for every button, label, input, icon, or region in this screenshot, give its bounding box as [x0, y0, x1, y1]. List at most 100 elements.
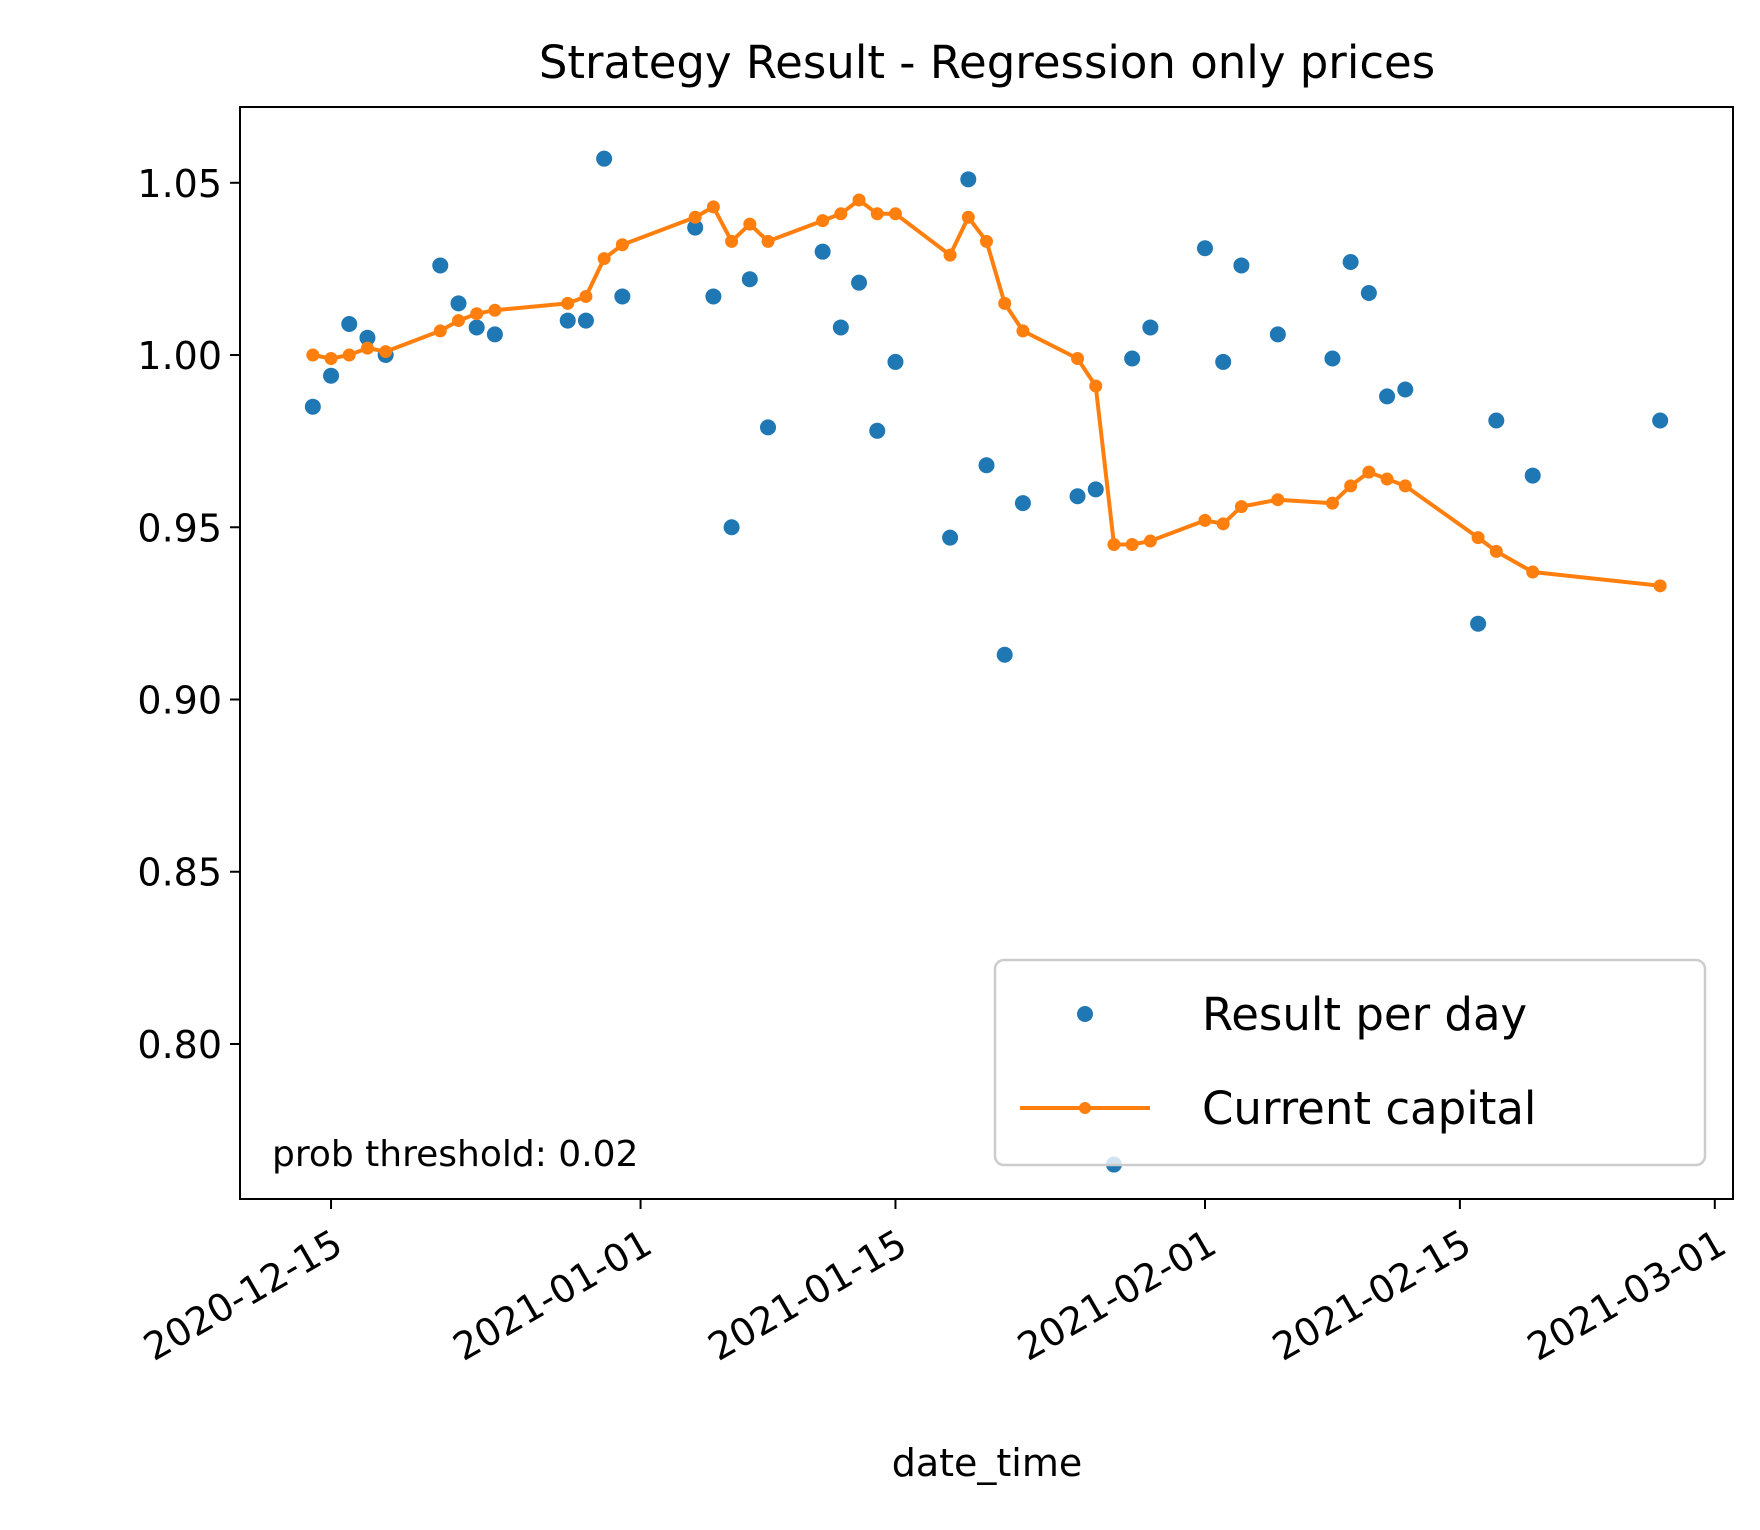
capital-point — [360, 341, 374, 355]
capital-point — [342, 348, 356, 362]
result-point — [1488, 412, 1505, 429]
result-point — [323, 367, 340, 384]
result-point — [1652, 412, 1669, 429]
capital-point — [1234, 500, 1248, 514]
capital-point — [1471, 531, 1485, 545]
result-point — [978, 457, 995, 474]
capital-point — [743, 217, 757, 231]
capital-point — [615, 238, 629, 252]
result-point — [1069, 488, 1086, 505]
capital-point — [1071, 351, 1085, 365]
y-tick-label: 1.00 — [137, 334, 222, 378]
result-point — [1014, 495, 1031, 512]
result-point — [577, 312, 594, 329]
result-point — [942, 529, 959, 546]
result-point — [486, 326, 503, 343]
legend-box — [993, 958, 1707, 1167]
capital-point — [1125, 537, 1139, 551]
capital-point — [961, 210, 975, 224]
result-point — [741, 271, 758, 288]
capital-line — [312, 198, 1661, 588]
result-point — [304, 398, 321, 415]
result-point — [760, 419, 777, 436]
result-point — [996, 646, 1013, 663]
capital-point — [998, 296, 1012, 310]
result-point — [1124, 350, 1141, 367]
result-point — [869, 422, 886, 439]
capital-point — [1089, 379, 1103, 393]
capital-point — [761, 234, 775, 248]
capital-point — [433, 324, 447, 338]
capital-point — [451, 314, 465, 328]
capital-point — [1016, 324, 1030, 338]
capital-point — [488, 303, 502, 317]
capital-point — [1380, 472, 1394, 486]
capital-point — [1653, 579, 1667, 593]
result-point — [814, 243, 831, 260]
capital-point — [852, 193, 866, 207]
result-point — [559, 312, 576, 329]
capital-point — [1143, 534, 1157, 548]
result-point — [614, 288, 631, 305]
result-point — [341, 316, 358, 333]
series-1 — [306, 193, 1667, 593]
capital-point — [888, 207, 902, 221]
result-point — [468, 319, 485, 336]
capital-point — [943, 248, 957, 262]
result-point — [1379, 388, 1396, 405]
result-point — [1269, 326, 1286, 343]
plot-frame — [239, 106, 1734, 1200]
capital-point — [725, 234, 739, 248]
capital-point — [324, 351, 338, 365]
capital-point — [980, 234, 993, 248]
capital-point — [470, 307, 484, 321]
legend: Result per day Current capital — [993, 958, 1707, 1167]
result-point — [832, 319, 849, 336]
result-point — [1470, 615, 1487, 632]
y-tick-label: 0.80 — [137, 1023, 222, 1067]
capital-point — [816, 214, 830, 228]
y-tick-label: 0.85 — [137, 851, 222, 895]
result-point — [1524, 467, 1541, 484]
capital-point — [1325, 496, 1339, 510]
y-axis: 0.80 0.85 0.90 0.95 1.00 1.05 — [137, 162, 240, 1067]
result-point — [1196, 240, 1213, 257]
y-tick-label: 1.05 — [137, 162, 222, 206]
result-point — [1397, 381, 1414, 398]
legend-label-result-per-day: Result per day — [1202, 988, 1527, 1041]
capital-point — [1107, 537, 1121, 551]
capital-point — [579, 289, 593, 303]
capital-point — [870, 207, 884, 221]
result-point — [450, 295, 467, 312]
y-tick-label: 0.95 — [137, 506, 222, 550]
capital-point — [1398, 479, 1412, 493]
capital-point — [561, 296, 575, 310]
capital-point — [1344, 479, 1358, 493]
result-point — [887, 353, 904, 370]
legend-marker-current-capital — [1079, 1102, 1091, 1114]
capital-point — [1489, 544, 1503, 558]
result-point — [1324, 350, 1341, 367]
capital-point — [1216, 517, 1230, 531]
capital-point — [597, 252, 611, 266]
capital-point — [1271, 493, 1285, 507]
legend-label-current-capital: Current capital — [1202, 1082, 1536, 1135]
capital-point — [379, 345, 393, 359]
result-point — [1087, 481, 1104, 498]
result-point — [1233, 257, 1250, 274]
capital-point — [688, 210, 702, 224]
result-point — [1215, 353, 1232, 370]
result-point — [1360, 285, 1377, 302]
y-tick-label: 0.90 — [137, 679, 222, 723]
capital-point — [706, 200, 720, 214]
capital-point — [1198, 513, 1212, 527]
legend-marker-result-per-day — [1077, 1006, 1093, 1022]
result-point — [596, 150, 613, 167]
result-point — [1142, 319, 1159, 336]
result-point — [1342, 254, 1359, 271]
result-point — [359, 329, 376, 346]
result-point — [851, 274, 868, 291]
annotation-text: prob threshold: 0.02 — [272, 1134, 638, 1175]
